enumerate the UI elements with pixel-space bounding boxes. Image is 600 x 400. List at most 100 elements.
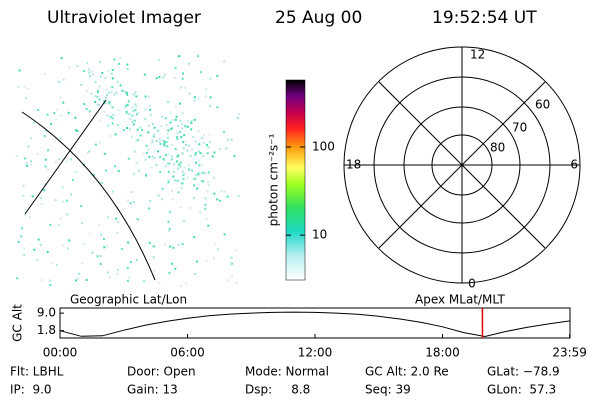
pixel [174, 147, 177, 150]
pixel [139, 134, 142, 137]
pixel [189, 154, 192, 157]
pixel [198, 164, 201, 167]
pixel [124, 90, 127, 93]
pixel [175, 105, 178, 108]
pixel [117, 109, 120, 112]
pixel [197, 130, 200, 133]
pixel [89, 75, 91, 78]
pixel [202, 141, 205, 144]
pixel [197, 159, 200, 162]
pixel [225, 147, 228, 150]
pixel [126, 127, 128, 129]
pixel [151, 123, 154, 126]
pixel [174, 118, 177, 121]
pixel [128, 225, 131, 228]
pixel [46, 168, 49, 171]
pixel [105, 88, 108, 91]
pixel [104, 77, 107, 80]
pixel [125, 91, 128, 94]
pixel [139, 126, 142, 129]
pixel [135, 95, 138, 98]
pixel [184, 125, 187, 128]
pixel [184, 86, 187, 89]
pixel [223, 233, 226, 236]
pixel [179, 206, 182, 209]
pixel [196, 260, 199, 263]
pixel [49, 223, 52, 226]
pixel [22, 194, 25, 197]
pixel [74, 116, 77, 119]
pixel [80, 205, 83, 208]
pixel [197, 173, 200, 176]
pixel [235, 281, 238, 284]
pixel [174, 66, 177, 69]
pixel [31, 195, 34, 198]
pixel [195, 174, 198, 177]
pixel [142, 152, 145, 155]
x-tick-label: 18:00 [425, 346, 460, 360]
pixel [167, 152, 170, 155]
pixel [23, 247, 26, 250]
pixel [76, 65, 79, 67]
pixel [222, 60, 225, 63]
pixel [177, 124, 179, 127]
pixel [25, 97, 27, 100]
pixel [155, 164, 158, 167]
pixel [102, 110, 105, 113]
pixel [233, 154, 236, 157]
pixel [193, 236, 196, 239]
pixel [182, 72, 185, 75]
pixel [137, 218, 140, 221]
pixel [94, 143, 97, 146]
status-field: Gain: 13 [127, 383, 178, 397]
pixel [24, 208, 27, 211]
pixel [182, 170, 185, 173]
pixel [186, 176, 189, 179]
pixel [187, 164, 190, 166]
pixel [163, 142, 166, 145]
pixel [168, 271, 171, 274]
pixel [173, 163, 176, 166]
pixel [237, 194, 240, 197]
pixel [23, 253, 26, 256]
pixel [45, 129, 48, 132]
pixel [193, 99, 196, 102]
status-field: GC Alt: 2.0 Re [365, 365, 449, 379]
pixel [176, 138, 179, 141]
projection-label: Geographic Lat/Lon [70, 293, 187, 307]
pixel [144, 108, 147, 111]
pixel [220, 190, 223, 193]
pixel [205, 143, 208, 146]
pixel [111, 69, 114, 71]
x-tick-label: 00:00 [43, 346, 78, 360]
pixel [132, 123, 135, 126]
pixel [113, 93, 116, 96]
pixel [155, 140, 158, 142]
pixel [37, 238, 40, 241]
pixel [39, 243, 42, 246]
pixel [103, 246, 106, 249]
pixel [165, 124, 168, 126]
pixel [120, 247, 123, 250]
pixel [177, 167, 180, 170]
pixel [148, 241, 151, 244]
pixel [157, 129, 160, 132]
pixel [54, 161, 57, 164]
pixel [94, 81, 97, 84]
pixel [216, 74, 219, 77]
pixel [169, 162, 172, 165]
pixel [169, 158, 172, 161]
pixel [127, 100, 130, 103]
pixel [131, 115, 134, 117]
pixel [43, 189, 46, 192]
pixel [109, 103, 112, 106]
pixel [213, 151, 216, 154]
pixel [205, 95, 207, 98]
status-field: GLon: 57.3 [487, 383, 556, 397]
pixel [133, 173, 136, 176]
lat-label: 70 [512, 121, 527, 135]
pixel [174, 267, 177, 270]
status-field: Door: Open [127, 365, 196, 379]
pixel [49, 279, 52, 282]
pixel [131, 106, 134, 109]
